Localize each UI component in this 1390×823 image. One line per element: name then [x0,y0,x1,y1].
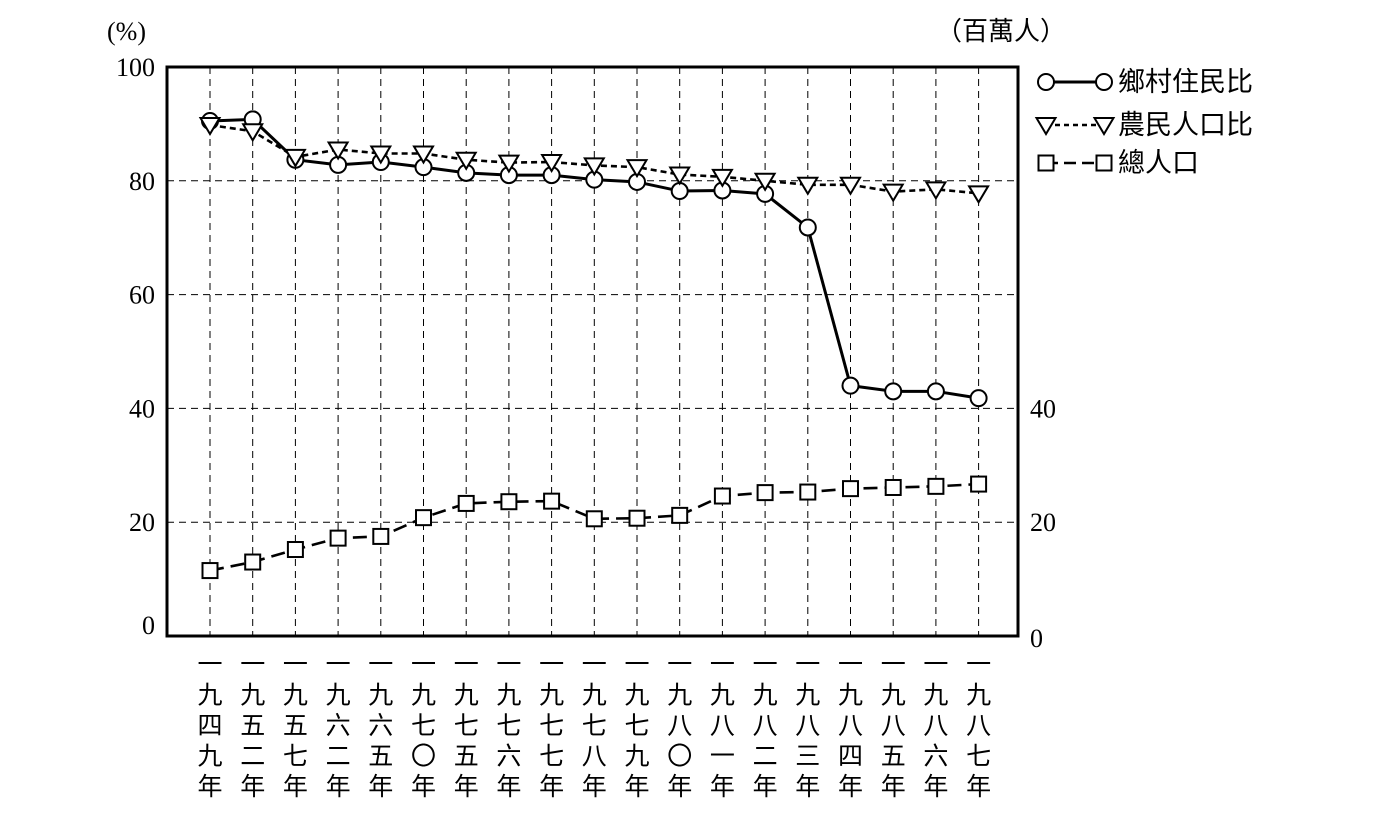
legend-marker [1095,73,1113,91]
data-point [798,218,817,237]
data-point [839,176,862,196]
x-tick-label: 一九八四年 [838,652,863,801]
data-point [967,185,990,205]
data-point [457,494,475,512]
x-tick-label: 一九五七年 [283,652,308,801]
x-tick-label: 一九七六年 [496,652,521,801]
data-point [799,483,817,501]
left-tick-label: 40 [129,394,155,423]
plot-frame [165,65,1020,638]
data-point [372,527,390,545]
x-tick-label: 一九七九年 [624,652,649,801]
data-point [881,183,905,203]
x-tick-label: 一九八二年 [753,652,778,801]
legend-marker [1095,154,1113,172]
data-point [969,389,988,408]
legend-marker [1034,117,1058,136]
x-tick-label: 一九七五年 [454,652,479,801]
left-axis-ticks: 0 20 40 60 80 100 [116,53,155,640]
right-axis-ticks: 0 20 40 [1030,394,1056,653]
x-tick-label: 一九四九年 [197,652,222,801]
data-point [201,562,219,580]
data-point [415,509,432,527]
data-point [753,172,777,192]
left-tick-label: 100 [116,53,155,82]
x-tick-label: 一九八三年 [795,652,820,801]
legend-label: 總人口 [1118,148,1199,178]
x-tick-label: 一九七〇年 [411,652,436,801]
right-tick-label: 0 [1030,624,1043,653]
data-point [540,154,563,173]
right-axis-unit: （百萬人） [936,17,1066,46]
x-tick-label: 一九七八年 [582,652,607,801]
data-point [926,382,945,401]
right-tick-label: 40 [1030,394,1056,423]
series-square [201,475,988,580]
left-axis-unit: (%) [107,17,146,46]
data-point [198,117,222,136]
data-point [454,151,478,171]
data-point [711,168,734,188]
data-point [583,157,606,177]
data-point [970,475,988,493]
left-tick-label: 20 [129,508,155,537]
data-point [286,541,304,559]
data-point [369,145,393,165]
data-point [412,145,435,165]
x-tick-label: 一九六二年 [326,652,351,801]
data-point [500,493,518,511]
data-point [585,510,603,528]
data-point [884,478,902,496]
legend-marker [1092,117,1116,136]
legend-label: 鄉村住民比 [1118,67,1253,97]
data-point [284,148,307,168]
x-tick-label: 一九八六年 [923,652,948,801]
data-point [543,492,561,510]
series-layer [198,110,990,580]
data-point [924,181,948,201]
data-point [497,154,521,174]
x-tick-label: 一九八〇年 [667,652,692,801]
left-tick-label: 0 [142,611,155,640]
series-triangle-down [198,117,990,205]
x-tick-label: 一九八七年 [966,652,991,801]
data-point [671,506,689,524]
data-point [796,176,820,196]
x-tick-label: 一九六五年 [368,652,393,801]
data-point [884,382,903,401]
left-tick-label: 80 [129,167,155,196]
data-point [842,480,859,498]
data-point [756,484,774,502]
data-point [241,123,264,143]
data-point [628,509,646,527]
data-point [713,487,731,505]
data-point [668,166,691,186]
x-tick-label: 一九八一年 [710,652,735,801]
legend-label: 農民人口比 [1118,110,1253,140]
data-point [329,529,347,547]
legend-marker [1037,154,1055,172]
x-tick-label: 一九七七年 [539,652,564,801]
data-point [326,141,350,161]
data-point [625,159,649,179]
x-tick-label: 一九八五年 [881,652,906,801]
right-tick-label: 20 [1030,508,1056,537]
left-tick-label: 60 [129,281,155,310]
data-point [244,553,262,571]
data-point [927,477,945,495]
data-point [841,376,860,395]
x-tick-label: 一九五二年 [240,652,265,801]
legend-marker [1037,73,1055,91]
x-axis-ticks: 一九四九年一九五二年一九五七年一九六二年一九六五年一九七〇年一九七五年一九七六年… [197,652,991,801]
